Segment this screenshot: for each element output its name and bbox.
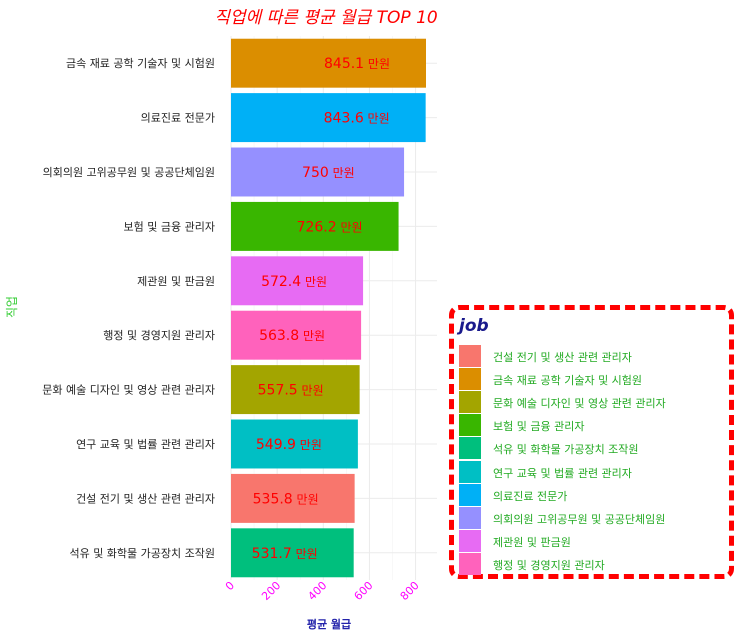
legend-label: 문화 예술 디자인 및 영상 관련 관리자 — [493, 397, 666, 411]
bars — [231, 38, 426, 578]
x-axis-ticks: 0 200 400 600 800 — [223, 579, 422, 603]
y-axis-title: 직업 — [5, 296, 19, 318]
bar — [231, 93, 426, 143]
bar — [231, 201, 399, 251]
legend-key — [459, 460, 481, 483]
legend-key — [459, 414, 481, 437]
bar-value-label: 572.4 만원 — [261, 274, 327, 290]
bar-value-label: 845.1 만원 — [324, 56, 390, 72]
legend-key — [459, 552, 481, 575]
legend-key — [459, 368, 481, 391]
legend-label: 제관원 및 판금원 — [493, 535, 571, 549]
y-tick-label: 의회의원 고위공무원 및 공공단체임원 — [43, 166, 215, 179]
legend-label: 연구 교육 및 법률 관련 관리자 — [493, 466, 632, 480]
legend-label: 건설 전기 및 생산 관련 관리자 — [493, 351, 632, 364]
chart-title: 직업에 따른 평균 월급 TOP 10 — [214, 8, 437, 28]
bar-value-label: 843.6 만원 — [324, 111, 390, 127]
bar-value-label: 557.5 만원 — [258, 383, 324, 399]
x-tick-label: 0 — [223, 579, 237, 593]
legend-label: 의회의원 고위공무원 및 공공단체임원 — [493, 512, 666, 526]
bar — [231, 310, 362, 360]
bar — [231, 473, 355, 523]
legend-key — [459, 391, 481, 414]
y-tick-label: 금속 재료 공학 기술자 및 시험원 — [66, 57, 215, 70]
bar-value-label: 563.8 만원 — [259, 328, 325, 344]
bar-value-label: 726.2 만원 — [297, 219, 363, 235]
bar — [231, 256, 364, 306]
bar — [231, 528, 354, 578]
legend-key — [459, 483, 481, 506]
bar — [231, 147, 405, 197]
bar — [231, 419, 358, 469]
y-tick-label: 연구 교육 및 법률 관련 관리자 — [76, 438, 215, 451]
y-tick-label: 보험 및 금융 관리자 — [124, 220, 215, 233]
x-axis-title: 평균 월급 — [307, 617, 351, 631]
legend-label: 행정 및 경영지원 관리자 — [493, 558, 605, 572]
bar-labels: 845.1 만원 843.6 만원 750 만원 726.2 만원 572.4 만원 56… — [252, 56, 390, 562]
legend-label: 의료진료 전문가 — [493, 489, 568, 503]
y-tick-label: 석유 및 화학물 가공장치 조작원 — [69, 547, 215, 560]
legend-label: 보험 및 금융 관리자 — [493, 420, 585, 434]
legend-key — [459, 506, 481, 529]
legend-label: 금속 재료 공학 기술자 및 시험원 — [493, 374, 643, 388]
bar-value-label: 750 만원 — [302, 165, 355, 181]
y-tick-label: 행정 및 경영지원 관리자 — [103, 329, 215, 342]
y-tick-label: 건설 전기 및 생산 관련 관리자 — [76, 492, 215, 505]
x-tick-label: 600 — [352, 579, 376, 603]
bar-value-label: 535.8 만원 — [253, 491, 319, 507]
y-tick-label: 의료진료 전문가 — [141, 112, 215, 125]
x-tick-label: 800 — [398, 579, 422, 603]
legend-key — [459, 345, 481, 367]
bar-value-label: 531.7 만원 — [252, 546, 318, 562]
bar-value-label: 549.9 만원 — [256, 437, 322, 453]
x-tick-label: 200 — [259, 579, 283, 603]
bar — [231, 365, 360, 415]
legend-key — [459, 437, 481, 460]
legend-key — [459, 529, 481, 552]
legend-title: job — [459, 316, 489, 336]
y-tick-label: 제관원 및 판금원 — [137, 275, 215, 288]
bar — [231, 38, 426, 88]
legend-label: 석유 및 화학물 가공장치 조작원 — [493, 443, 639, 457]
x-tick-label: 400 — [305, 579, 329, 603]
y-tick-label: 문화 예술 디자인 및 영상 관련 관리자 — [42, 384, 215, 397]
